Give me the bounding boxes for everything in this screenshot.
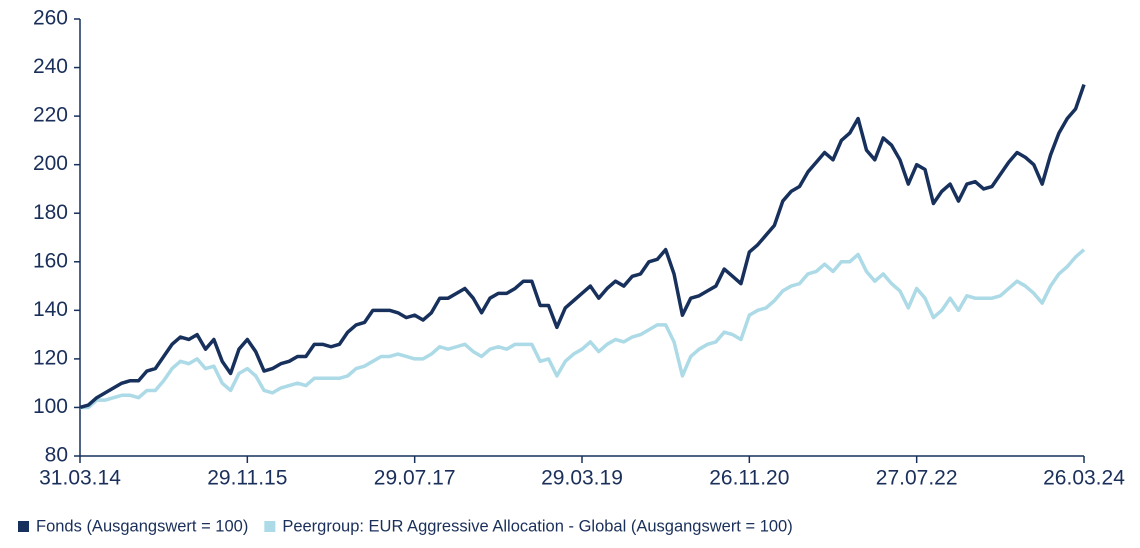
x-tick-label: 29.07.17 [374,467,456,490]
x-tick-label: 26.11.20 [709,467,789,490]
series-line [80,248,1086,410]
legend-label: Peergroup: EUR Aggressive Allocation - G… [282,517,792,535]
y-tick-label: 220 [33,104,68,127]
legend-swatch [18,521,29,532]
y-tick-label: 240 [33,55,68,78]
y-tick-label: 140 [33,298,68,321]
x-tick-label: 27.07.22 [876,467,958,490]
y-tick-label: 100 [33,395,68,418]
y-tick-label: 180 [33,201,68,224]
y-tick-label: 200 [33,152,68,175]
y-tick-label: 120 [33,346,68,369]
x-tick-label: 26.03.24 [1043,467,1125,490]
x-tick-label: 29.03.19 [541,467,623,490]
y-tick-label: 260 [33,7,68,30]
x-tick-label: 29.11.15 [207,467,287,490]
series-line [79,83,1086,410]
legend-label: Fonds (Ausgangswert = 100) [36,517,248,535]
x-tick-label: 31.03.14 [39,467,121,490]
y-tick-label: 160 [33,249,68,272]
legend-swatch [264,521,276,532]
y-tick-label: 80 [45,444,68,467]
